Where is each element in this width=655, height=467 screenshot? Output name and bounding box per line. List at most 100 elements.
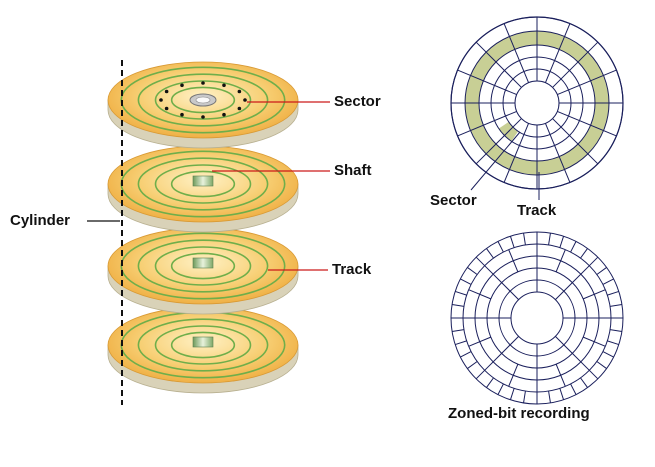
zone-sector-divider (572, 353, 590, 371)
zone-sector-divider (610, 329, 623, 332)
sector-divider (475, 41, 522, 88)
zone-sector-divider (460, 351, 472, 358)
sector-dot (222, 83, 226, 88)
spindle-hole (195, 96, 211, 104)
platter-track (137, 318, 269, 372)
sector-dot (237, 106, 242, 111)
sector-divider (544, 123, 571, 183)
sector-label-left: Sector (334, 93, 381, 110)
shaft-label: Shaft (334, 162, 372, 179)
zoned-bit-disk (450, 231, 624, 405)
platter-track (154, 246, 252, 286)
sector-divider (557, 110, 617, 137)
zoned-bit-recording-caption: Zoned-bit recording (448, 405, 590, 422)
zone-sector-divider (602, 351, 614, 358)
zone-sector-divider (484, 265, 502, 283)
sector-dot (159, 98, 163, 102)
zone-sector-divider (501, 282, 519, 300)
sector-divider (475, 118, 522, 165)
platter (107, 101, 299, 233)
sector-divider (552, 118, 599, 165)
zone-sector-divider (468, 336, 491, 347)
sector-dot (243, 98, 247, 102)
zone-sector-divider (610, 304, 623, 307)
platter-track (154, 325, 252, 365)
zone-sector-divider (509, 388, 515, 400)
zone-sector-divider (523, 391, 526, 404)
zone-sector-divider (583, 289, 606, 300)
zone-sector-divider (580, 248, 588, 259)
zone-sector-divider (508, 249, 519, 272)
zone-sector-divider (486, 377, 494, 388)
sector-dot (222, 112, 226, 117)
track-label-left: Track (332, 261, 372, 278)
zone-sector-divider (475, 256, 486, 267)
zone-sector-divider (580, 377, 588, 388)
zone-sector-divider (467, 267, 478, 275)
zone-sector-divider (509, 236, 515, 248)
sector-divider (557, 69, 617, 96)
platter-track (170, 170, 236, 198)
zone-sector-divider (460, 278, 472, 285)
zone-sector-divider (455, 340, 467, 346)
zone-sector-divider (497, 241, 504, 253)
sector-dot (201, 81, 205, 85)
zone-sector-divider (555, 364, 566, 387)
zone-sector-divider (451, 329, 464, 332)
sector-dot (201, 115, 205, 119)
platter-track (154, 80, 252, 120)
sector-dot (237, 89, 242, 94)
shaft-stub (192, 257, 214, 269)
zone-sector-divider (455, 290, 467, 296)
sector-dot (164, 89, 169, 94)
zone-sector-divider (497, 383, 504, 395)
zone-sector-divider (596, 361, 607, 369)
platter (107, 267, 299, 394)
zone-sector-divider (548, 391, 551, 404)
cylinder-label: Cylinder (10, 212, 71, 229)
zone-sector-divider (508, 364, 519, 387)
platter (107, 61, 299, 149)
zone-sector-divider (484, 353, 502, 371)
sector-divider (503, 123, 530, 183)
sector-divider (457, 69, 517, 96)
sector-dot (180, 83, 184, 88)
sector-divider (544, 23, 571, 83)
zone-sector-divider (583, 336, 606, 347)
zone-sector-divider (467, 361, 478, 369)
platter-track (170, 252, 236, 280)
platter-track (137, 239, 269, 293)
sector-dots (159, 81, 247, 119)
zone-sector-divider (451, 304, 464, 307)
platter-track (137, 157, 269, 211)
zone-sector-divider (501, 336, 519, 354)
zone-sector-divider (588, 369, 599, 380)
zone-sector-divider (475, 369, 486, 380)
sector-right-leader (470, 131, 521, 191)
platter-track (154, 164, 252, 204)
shaft-stub (192, 336, 214, 348)
zone-sector-divider (596, 267, 607, 275)
sector-divider (503, 23, 530, 83)
zone-sector-divider (607, 290, 619, 296)
platter-track (137, 73, 269, 127)
zone-sector-divider (468, 289, 491, 300)
zone-sector-divider (559, 388, 565, 400)
track-label-right: Track (517, 202, 557, 219)
zone-sector-divider (570, 241, 577, 253)
label-leader-lines (87, 101, 540, 271)
sector-label-right: Sector (430, 192, 477, 209)
zone-sector-divider (555, 249, 566, 272)
zone-sector-divider (548, 232, 551, 245)
sector-dot (164, 106, 169, 111)
sector-dot (180, 112, 184, 117)
zone-sector-divider (559, 236, 565, 248)
zone-sector-divider (523, 232, 526, 245)
zone-sector-divider (570, 383, 577, 395)
zone-sector-divider (486, 248, 494, 259)
sector-divider (552, 41, 599, 88)
zone-sector-divider (588, 256, 599, 267)
zone-sector-divider (555, 336, 573, 354)
